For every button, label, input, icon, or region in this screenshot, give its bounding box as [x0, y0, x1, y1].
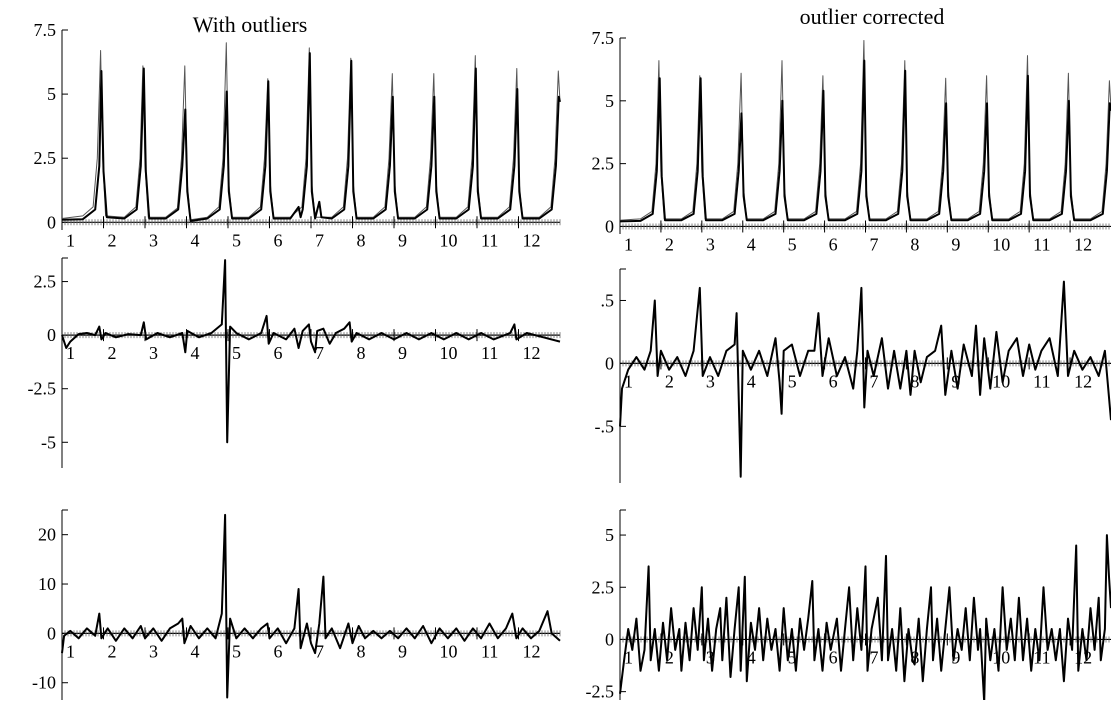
y-tick-label: 20	[38, 525, 56, 545]
x-tick-label: 1	[624, 234, 633, 254]
x-tick-label: 6	[274, 641, 283, 661]
x-tick-label: 3	[706, 234, 715, 254]
x-tick-label: 5	[788, 234, 797, 254]
x-tick-label: 12	[523, 641, 541, 661]
x-tick-label: 11	[481, 230, 498, 250]
y-tick-label: 0	[47, 325, 56, 345]
x-tick-label: 4	[191, 641, 200, 661]
x-tick-label: 2	[108, 230, 117, 250]
x-tick-label: 1	[66, 641, 75, 661]
x-tick-label: 9	[398, 230, 407, 250]
x-tick-label: 10	[992, 234, 1010, 254]
y-tick-label: 0	[605, 629, 614, 649]
y-tick-label: 0	[47, 212, 56, 232]
y-tick-label: -10	[32, 673, 56, 693]
x-tick-label: 5	[232, 343, 241, 363]
x-tick-label: 11	[481, 343, 498, 363]
x-tick-label: 10	[440, 343, 458, 363]
x-tick-label: 12	[523, 230, 541, 250]
series-line	[62, 515, 560, 698]
x-tick-label: 12	[1074, 234, 1092, 254]
y-tick-label: 0	[605, 216, 614, 236]
y-tick-label: 7.5	[592, 28, 615, 48]
y-tick-label: 2.5	[34, 148, 57, 168]
x-tick-label: 11	[1033, 234, 1050, 254]
x-tick-label: 12	[523, 343, 541, 363]
x-tick-label: 10	[440, 230, 458, 250]
y-tick-label: 5	[47, 84, 56, 104]
x-tick-label: 2	[665, 371, 674, 391]
x-tick-label: 8	[357, 641, 366, 661]
x-tick-label: 9	[951, 234, 960, 254]
y-tick-label: -2.5	[28, 379, 57, 399]
x-tick-label: 7	[870, 647, 879, 667]
y-tick-label: 10	[38, 574, 56, 594]
x-tick-label: 11	[1033, 371, 1050, 391]
x-tick-label: 9	[398, 343, 407, 363]
x-tick-label: 6	[274, 343, 283, 363]
x-tick-label: 6	[274, 230, 283, 250]
y-tick-label: 7.5	[34, 20, 57, 40]
y-tick-label: 2.5	[34, 272, 57, 292]
y-tick-label: 2.5	[592, 577, 615, 597]
x-tick-label: 3	[149, 343, 158, 363]
x-tick-label: 12	[1074, 371, 1092, 391]
y-tick-label: 2.5	[592, 154, 615, 174]
x-tick-label: 6	[829, 234, 838, 254]
right-column-title: outlier corrected	[800, 4, 945, 29]
x-tick-label: 4	[191, 343, 200, 363]
y-tick-label: 0	[605, 353, 614, 373]
x-tick-label: 4	[747, 234, 756, 254]
x-tick-label: 3	[149, 641, 158, 661]
x-tick-label: 10	[992, 647, 1010, 667]
series-line	[620, 535, 1111, 700]
x-tick-label: 8	[357, 230, 366, 250]
y-tick-label: 0	[47, 623, 56, 643]
y-tick-label: -.5	[595, 416, 615, 436]
y-tick-label: -5	[41, 432, 56, 452]
x-tick-label: 2	[108, 641, 117, 661]
x-tick-label: 8	[357, 343, 366, 363]
x-tick-label: 7	[315, 230, 324, 250]
x-tick-label: 4	[191, 230, 200, 250]
x-tick-label: 1	[66, 230, 75, 250]
x-tick-label: 9	[398, 641, 407, 661]
x-tick-label: 2	[665, 234, 674, 254]
x-tick-label: 2	[108, 343, 117, 363]
x-tick-label: 7	[870, 234, 879, 254]
left-column-title: With outliers	[193, 12, 308, 37]
x-tick-label: 5	[788, 371, 797, 391]
x-tick-label: 3	[149, 230, 158, 250]
y-tick-label: 5	[605, 91, 614, 111]
y-tick-label: -2.5	[586, 682, 615, 700]
x-tick-label: 8	[910, 234, 919, 254]
x-tick-label: 5	[232, 641, 241, 661]
y-tick-label: 5	[605, 525, 614, 545]
x-tick-label: 10	[440, 641, 458, 661]
x-tick-label: 3	[706, 371, 715, 391]
x-tick-label: 12	[1074, 647, 1092, 667]
y-tick-label: .5	[601, 290, 615, 310]
x-tick-label: 4	[747, 371, 756, 391]
x-tick-label: 11	[481, 641, 498, 661]
x-tick-label: 5	[232, 230, 241, 250]
